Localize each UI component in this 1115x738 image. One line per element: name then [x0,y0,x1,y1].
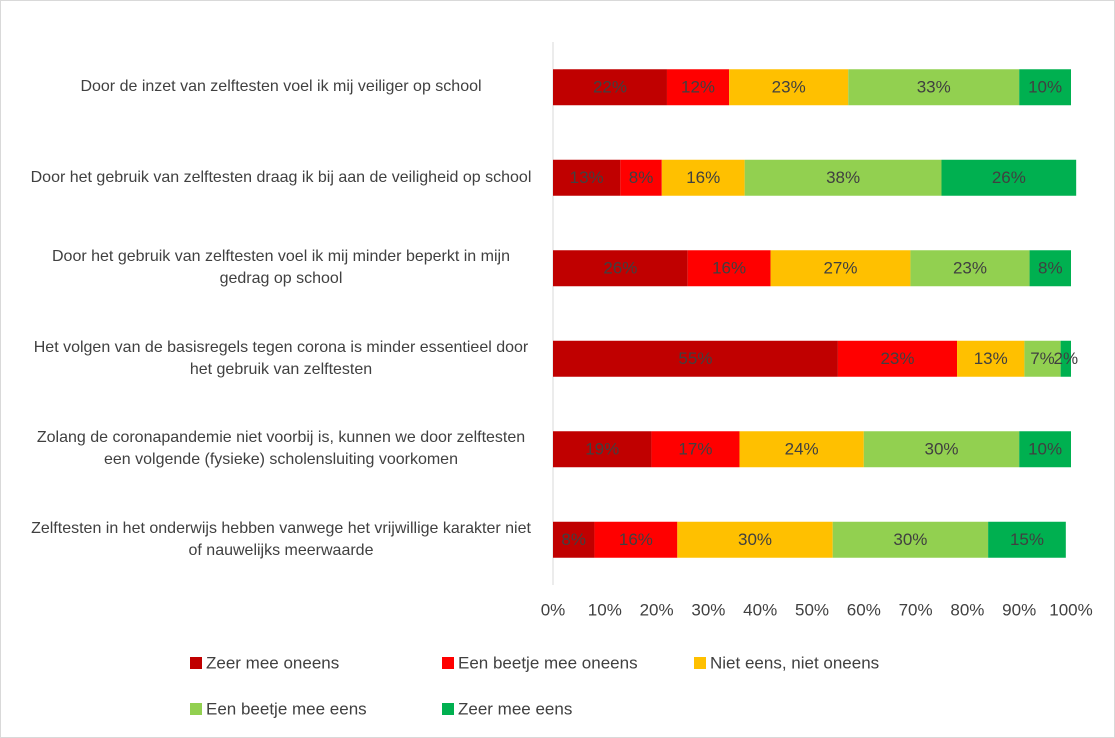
data-label: 27% [823,259,857,278]
data-label: 38% [826,168,860,187]
data-label: 30% [893,530,927,549]
data-label: 24% [785,440,819,459]
data-label: 23% [772,78,806,97]
x-tick-label: 40% [743,600,777,619]
data-label: 17% [678,440,712,459]
data-label: 16% [686,168,720,187]
bar-segment [553,340,838,377]
bar-segment [1029,250,1071,287]
data-label: 13% [974,349,1008,368]
bar-segment [553,69,667,106]
x-tick-label: 100% [1049,600,1092,619]
x-tick-label: 70% [899,600,933,619]
bar-segment [957,340,1025,377]
data-label: 10% [1028,440,1062,459]
data-label: 8% [561,530,586,549]
bar-segment [553,431,652,468]
bar-segment [744,159,942,196]
x-tick-label: 10% [588,600,622,619]
bar-segment [553,159,621,196]
bar-segment [739,431,864,468]
category-label: Door de inzet van zelftesten voel ik mij… [80,78,482,96]
bar-segment [988,521,1066,558]
bar-segment [1019,431,1071,468]
legend-swatch [694,657,706,669]
x-tick-label: 60% [847,600,881,619]
bar-segment [837,340,958,377]
bar-segment [553,250,688,287]
data-label: 2% [1054,349,1079,368]
bar-segment [729,69,849,106]
bar-segment [661,159,745,196]
bar-segment [620,159,662,196]
data-label: 13% [570,168,604,187]
data-label: 15% [1010,530,1044,549]
data-label: 55% [678,349,712,368]
data-label: 16% [712,259,746,278]
legend-swatch [190,657,202,669]
legend-label: Een beetje mee eens [206,699,367,718]
x-tick-label: 90% [1002,600,1036,619]
data-label: 22% [593,78,627,97]
x-tick-label: 20% [640,600,674,619]
x-tick-label: 30% [691,600,725,619]
legend-label: Zeer mee oneens [206,653,339,672]
data-label: 8% [629,168,654,187]
bar-segment [848,69,1020,106]
data-label: 30% [924,440,958,459]
category-label: Door het gebruik van zelftesten draag ik… [30,168,532,186]
legend-swatch [442,657,454,669]
data-label: 23% [953,259,987,278]
bar-segment [941,159,1077,196]
data-label: 16% [619,530,653,549]
legend-label: Zeer mee eens [458,699,572,718]
category-label: Door het gebruik van zelftesten voel ik … [52,248,510,288]
x-tick-label: 80% [950,600,984,619]
legend-label: Een beetje mee oneens [458,653,638,672]
bar-segment [677,521,833,558]
data-label: 8% [1038,259,1063,278]
x-tick-label: 0% [541,600,566,619]
data-label: 26% [992,168,1026,187]
bar-segment [832,521,989,558]
bar-segment [910,250,1030,287]
legend-label: Niet eens, niet oneens [710,653,879,672]
bar-segment [1024,340,1061,377]
data-label: 23% [880,349,914,368]
legend-swatch [190,703,202,715]
data-label: 7% [1030,349,1055,368]
bar-segment [594,521,678,558]
x-tick-label: 50% [795,600,829,619]
bar-segment [553,521,595,558]
bar-segment [1060,340,1071,377]
bar-segment [666,69,730,106]
bar-segment [863,431,1020,468]
data-label: 10% [1028,78,1062,97]
data-label: 30% [738,530,772,549]
data-label: 26% [603,259,637,278]
bar-segment [1019,69,1071,106]
bar-segment [687,250,771,287]
data-label: 19% [585,440,619,459]
category-label: Zelftesten in het onderwijs hebben vanwe… [31,519,531,559]
bar-segment [770,250,911,287]
data-label: 33% [917,78,951,97]
data-label: 12% [681,78,715,97]
category-label: Het volgen van de basisregels tegen coro… [33,338,529,378]
category-label: Zolang de coronapandemie niet voorbij is… [36,429,526,469]
bar-segment [651,431,740,468]
legend-swatch [442,703,454,715]
